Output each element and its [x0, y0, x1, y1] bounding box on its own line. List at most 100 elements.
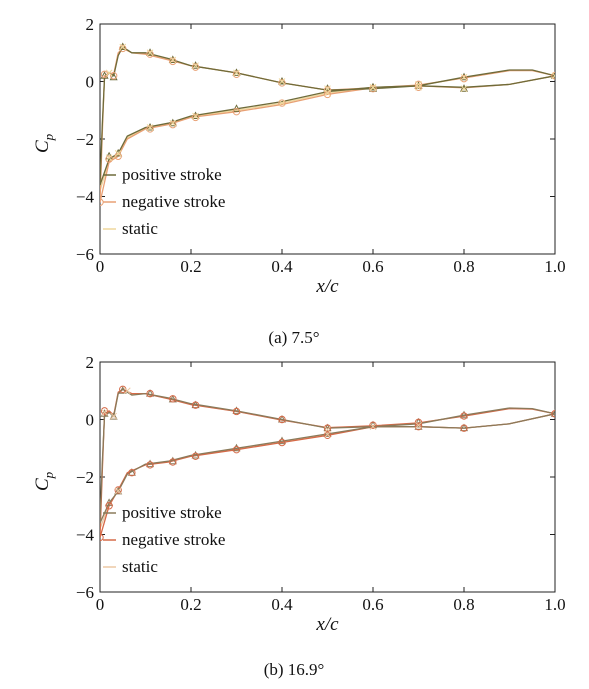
data-point — [232, 107, 241, 116]
data-point — [323, 424, 332, 432]
y-axis-label-main: C — [32, 140, 53, 153]
legend: positive stroke negative stroke static — [103, 503, 225, 576]
data-point — [369, 423, 377, 431]
y-tick-label: 2 — [86, 15, 95, 34]
data-point — [278, 415, 286, 424]
data-point — [232, 407, 241, 416]
x-tick-label: 0 — [96, 257, 105, 276]
data-point — [459, 423, 469, 432]
data-point — [414, 422, 423, 431]
data-point — [109, 72, 118, 81]
data-point — [191, 63, 200, 71]
y-tick-label: 0 — [86, 73, 95, 92]
y-axis-label-main: C — [32, 478, 53, 491]
data-point — [109, 72, 118, 80]
data-point — [100, 407, 109, 415]
x-tick-label: 0.8 — [453, 595, 474, 614]
data-point — [324, 89, 331, 97]
x-tick-label: 0.2 — [180, 257, 201, 276]
x-tick-label: 0.2 — [180, 595, 201, 614]
data-point — [100, 533, 104, 542]
data-point — [114, 487, 122, 495]
data-point — [146, 389, 155, 397]
data-point — [278, 78, 286, 85]
x-tick-label: 0 — [96, 595, 105, 614]
y-axis-label: Cp — [32, 471, 56, 491]
data-point — [459, 84, 469, 92]
data-point — [459, 72, 469, 81]
series-line-1-lower — [100, 413, 555, 524]
x-tick-label: 0.6 — [362, 595, 383, 614]
data-point — [168, 118, 177, 127]
data-point — [415, 421, 422, 429]
data-point — [169, 56, 177, 64]
figure-caption: (a) 7.5° — [268, 328, 319, 347]
data-point — [460, 74, 468, 83]
data-point — [169, 120, 177, 129]
data-point — [191, 400, 200, 409]
data-point — [146, 122, 155, 131]
data-point — [191, 61, 200, 69]
data-point — [127, 468, 136, 476]
data-point — [191, 450, 200, 459]
data-point — [169, 119, 177, 127]
data-point — [460, 85, 468, 93]
data-point — [114, 486, 123, 495]
chart-panel-1: 0 0.2 0.4 0.6 0.8 1.0 2 0 −2 −4 −6 x/c Cp positive st… — [32, 15, 566, 347]
data-point — [550, 409, 555, 417]
data-point — [146, 124, 154, 131]
data-point — [105, 498, 114, 506]
data-point — [415, 81, 422, 88]
data-point — [192, 112, 199, 120]
data-point — [128, 468, 136, 477]
data-point — [146, 389, 154, 398]
data-point — [460, 73, 468, 81]
data-point — [232, 443, 241, 452]
series-line-1-upper — [100, 388, 555, 524]
data-point — [459, 410, 469, 419]
data-point — [369, 84, 377, 92]
data-point — [324, 426, 331, 433]
data-point — [278, 99, 286, 107]
data-point — [146, 125, 154, 133]
data-point — [169, 57, 177, 66]
data-point — [232, 70, 241, 79]
data-point — [278, 99, 286, 107]
data-point — [105, 154, 113, 162]
data-point — [118, 386, 127, 394]
plot-area — [100, 42, 555, 206]
data-point — [232, 406, 241, 414]
y-tick-label: −4 — [76, 526, 95, 545]
y-tick-label: −2 — [76, 130, 94, 149]
data-point — [323, 90, 332, 99]
plot-frame — [99, 361, 556, 593]
x-tick-label: 0.8 — [453, 257, 474, 276]
data-point — [169, 458, 177, 466]
data-point — [460, 412, 468, 420]
data-point — [369, 84, 377, 93]
data-point — [277, 414, 287, 423]
data-point — [232, 104, 241, 112]
legend-entry: negative stroke — [122, 192, 225, 211]
data-point — [551, 72, 555, 80]
legend: positive stroke negative stroke static — [103, 165, 225, 238]
data-point — [114, 148, 123, 157]
x-axis-label: x/c — [315, 614, 339, 635]
data-point — [323, 431, 332, 440]
data-point — [119, 44, 127, 53]
figure-caption: (b) 16.9° — [264, 660, 325, 679]
data-point — [146, 48, 155, 56]
data-point — [192, 62, 199, 70]
y-tick-label: −2 — [76, 468, 94, 487]
data-point — [550, 71, 555, 79]
data-point — [191, 401, 200, 409]
data-point — [324, 431, 331, 438]
data-point — [114, 150, 122, 157]
data-point — [114, 486, 122, 494]
data-point — [277, 436, 287, 445]
y-tick-label: 2 — [86, 353, 95, 372]
data-point — [278, 438, 286, 447]
x-tick-label: 0.6 — [362, 257, 383, 276]
data-point — [146, 459, 155, 468]
data-point — [101, 408, 108, 416]
